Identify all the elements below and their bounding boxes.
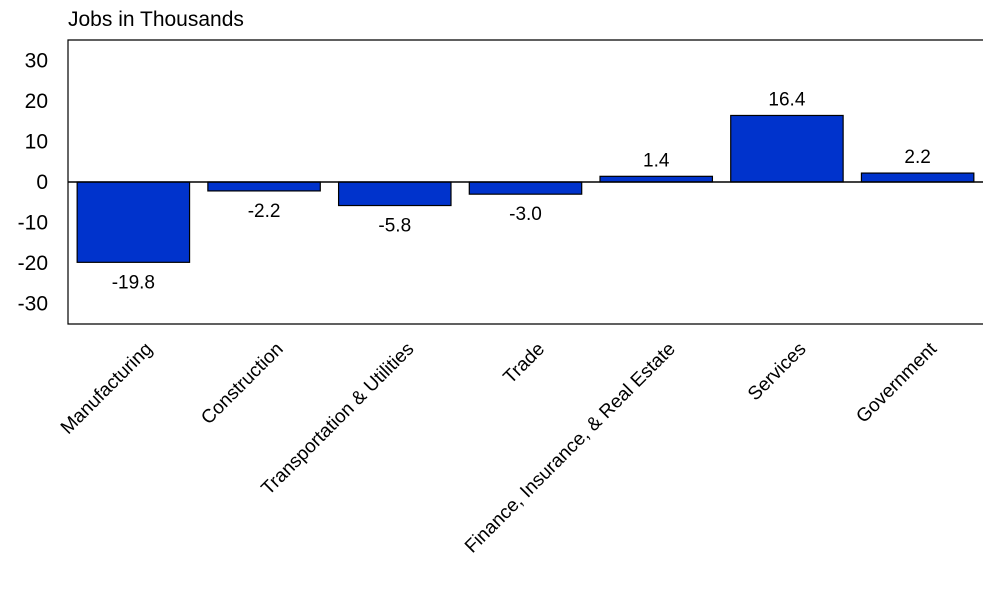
y-tick-label: 30: [25, 49, 48, 72]
y-tick-label: 20: [25, 90, 48, 113]
bar: [860, 172, 975, 183]
data-label: 2.2: [904, 147, 930, 168]
y-tick-label: -10: [18, 212, 48, 235]
data-label: -2.2: [248, 201, 281, 222]
category-label: Government: [852, 338, 941, 427]
bars: [76, 114, 975, 263]
category-label: Manufacturing: [57, 339, 157, 439]
category-label: Construction: [197, 339, 287, 429]
y-tick-label: 10: [25, 130, 48, 153]
y-tick-label: -20: [18, 252, 48, 275]
bar: [207, 181, 321, 192]
bar: [599, 175, 714, 183]
bar: [468, 181, 583, 195]
data-label: -3.0: [509, 204, 542, 225]
data-label: -5.8: [378, 216, 411, 237]
y-tick-label: 0: [36, 171, 48, 194]
category-label: Transportation & Utilities: [258, 339, 419, 500]
category-label: Services: [744, 339, 810, 405]
data-labels: -19.8 -2.2 -5.8 -3.0 1.4 16.4 2.2: [112, 89, 931, 293]
bar: [337, 181, 452, 207]
category-label: Trade: [500, 339, 549, 388]
category-labels: Manufacturing ConstructionTransportation …: [57, 338, 942, 557]
data-label: -19.8: [112, 272, 155, 293]
y-axis-label: Jobs in Thousands: [68, 8, 244, 31]
data-label: 16.4: [768, 89, 805, 110]
y-tick-labels: 30 20 10 0 -10 -20 -30: [18, 49, 48, 315]
bar: [76, 181, 191, 263]
category-label: Finance, Insurance, & Real Estate: [461, 339, 680, 558]
bar: [730, 114, 844, 183]
y-tick-label: -30: [18, 293, 48, 316]
data-label: 1.4: [643, 150, 670, 171]
